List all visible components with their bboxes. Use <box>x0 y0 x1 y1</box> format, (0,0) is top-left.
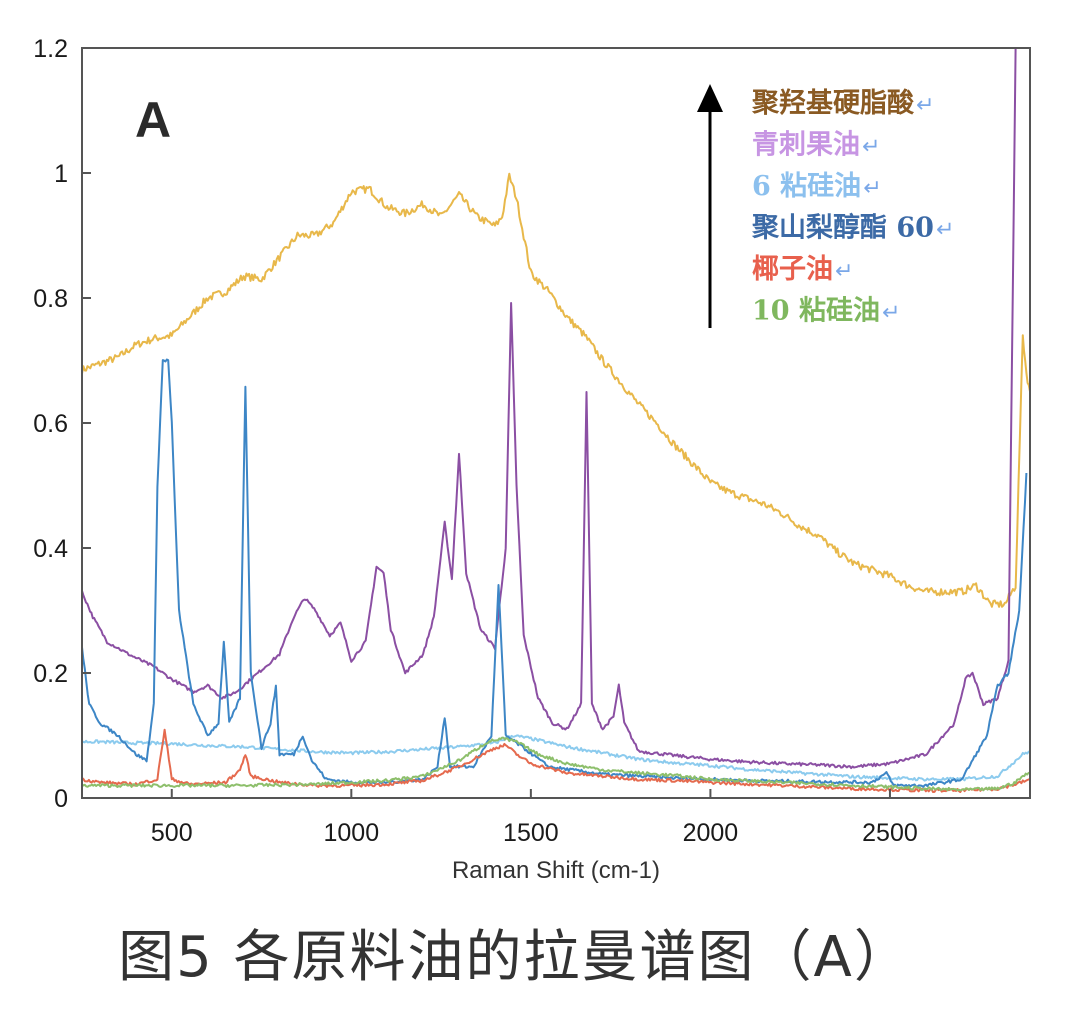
series-layer <box>81 47 1031 793</box>
x-tick-label: 2500 <box>862 819 918 847</box>
y-tick-label: 0.4 <box>33 535 68 563</box>
return-mark-icon: ↵ <box>863 176 881 201</box>
plot-area <box>82 48 1030 798</box>
series-line-5 <box>81 728 1031 793</box>
x-tick-label: 1000 <box>324 819 380 847</box>
y-tick-label: 1 <box>54 160 68 188</box>
legend-entry-6: 10 粘硅油 <box>752 296 880 327</box>
legend-entry-1: 聚羟基硬脂酸 <box>751 87 915 119</box>
ticks-layer: 500 1000 1500 2000 2500 0 0.2 0.4 0.6 0.8 1 1.2 <box>33 35 918 847</box>
return-mark-icon: ↵ <box>916 93 934 118</box>
x-tick-label: 1500 <box>503 819 559 847</box>
x-axis-label: Raman Shift (cm-1) <box>452 857 660 884</box>
return-mark-icon: ↵ <box>882 301 900 326</box>
y-tick-label: 0 <box>54 785 68 813</box>
panel-label: A <box>135 92 171 148</box>
y-tick-label: 0.8 <box>33 285 68 313</box>
figure-caption: 图5 各原料油的拉曼谱图（A） <box>118 925 912 990</box>
legend-arrow <box>697 84 723 328</box>
x-tick-label: 500 <box>151 819 193 847</box>
return-mark-icon: ↵ <box>936 218 954 243</box>
series-line-4 <box>81 358 1028 788</box>
x-tick-label: 2000 <box>683 819 739 847</box>
legend-entry-4: 聚山梨醇酯 60 <box>751 212 934 244</box>
y-tick-label: 0.6 <box>33 410 68 438</box>
y-tick-label: 1.2 <box>33 35 68 63</box>
raman-chart: 500 1000 1500 2000 2500 0 0.2 0.4 0.6 0.8 1 1.2 A 聚… <box>33 35 1031 884</box>
return-mark-icon: ↵ <box>862 135 880 160</box>
y-tick-label: 0.2 <box>33 660 68 688</box>
legend-entry-3: 6 粘硅油 <box>752 171 861 202</box>
series-line-2 <box>81 47 1017 770</box>
series-line-3 <box>81 734 1031 782</box>
return-mark-icon: ↵ <box>835 259 853 284</box>
legend-entry-5: 椰子油 <box>752 254 833 285</box>
series-line-6 <box>81 736 1031 792</box>
series-line-1 <box>81 172 1031 608</box>
legend-entry-2: 青刺果油 <box>752 130 860 161</box>
legend: 聚羟基硬脂酸 ↵青刺果油 ↵6 粘硅油 ↵聚山梨醇酯 60 ↵椰子油 ↵10 粘硅油 ↵ <box>751 87 954 327</box>
